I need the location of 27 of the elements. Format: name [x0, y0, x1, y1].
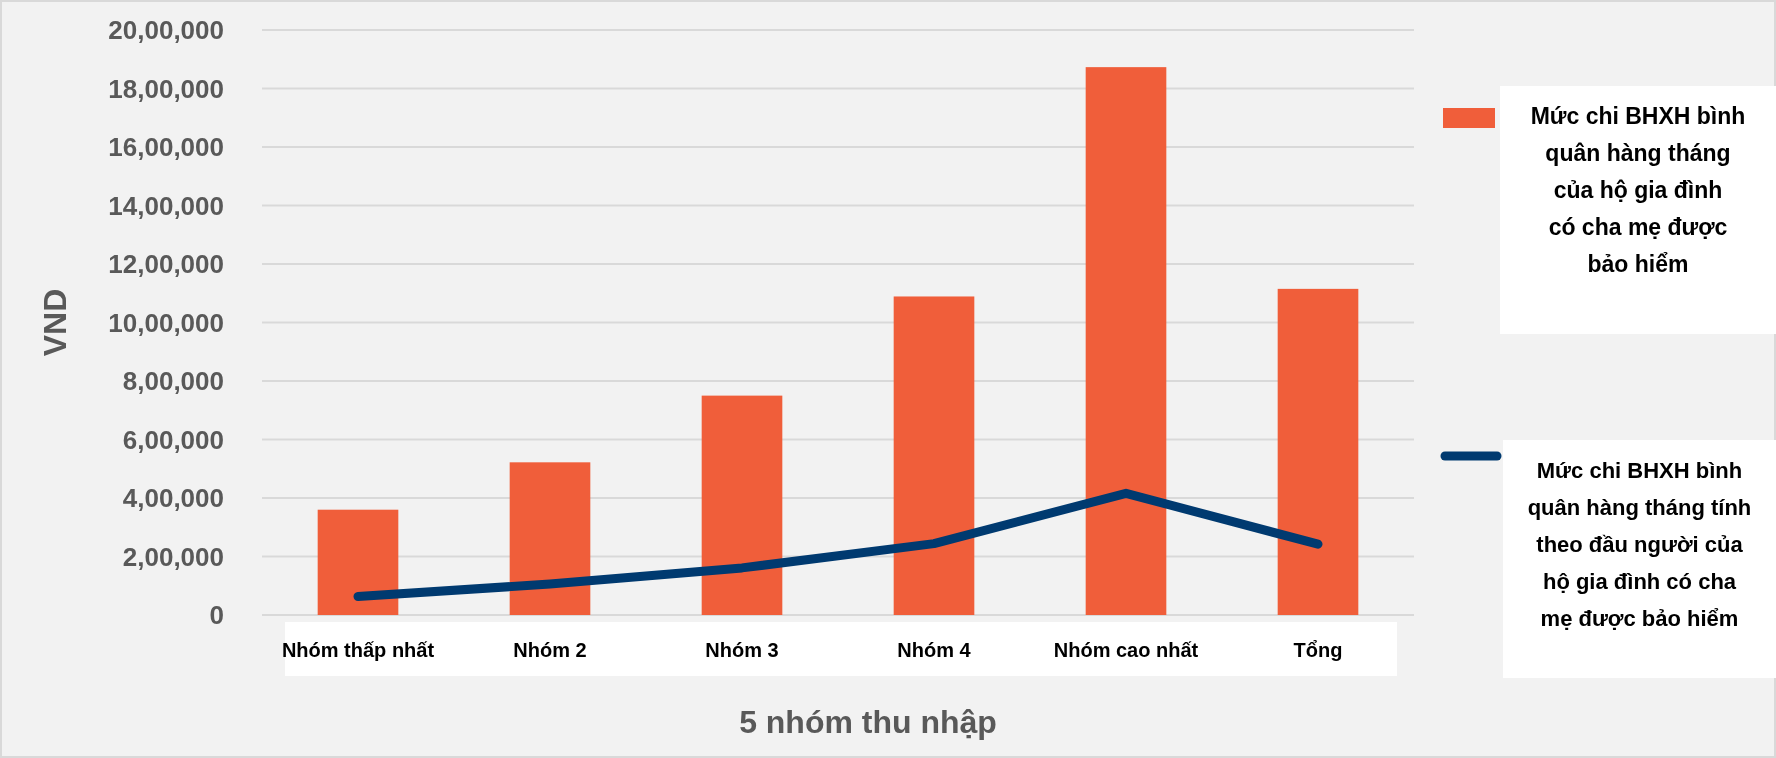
- bar: [893, 296, 975, 615]
- x-axis-title: 5 nhóm thu nhập: [739, 704, 997, 741]
- y-tick-label: 12,00,000: [108, 249, 224, 280]
- x-tick-label: Nhóm thấp nhất: [281, 639, 435, 661]
- bar: [1277, 288, 1359, 615]
- x-tick-label: Nhóm 4: [897, 639, 972, 661]
- bar: [701, 395, 783, 615]
- y-tick-label: 18,00,000: [108, 73, 224, 104]
- y-tick-label: 6,00,000: [122, 424, 224, 455]
- y-tick-label: 14,00,000: [108, 190, 224, 221]
- x-tick-label: Tổng: [1293, 639, 1343, 661]
- bar: [509, 462, 591, 615]
- y-tick-label: 2,00,000: [122, 541, 224, 572]
- y-tick-label: 0: [209, 600, 224, 631]
- y-tick-label: 4,00,000: [122, 483, 224, 514]
- legend-label: Mức chi BHXH bình quân hàng tháng của hộ gia đình có cha mẹ được bảo hiểm: [1530, 103, 1746, 278]
- x-tick-label: Nhóm cao nhất: [1053, 639, 1199, 661]
- y-axis-title: VND: [37, 288, 74, 357]
- y-tick-label: 10,00,000: [108, 307, 224, 338]
- y-tick-label: 20,00,000: [108, 15, 224, 46]
- x-tick-label: Nhóm 3: [705, 639, 779, 661]
- bar: [317, 509, 399, 615]
- text: Mức chi BHXH bình quân hàng tháng tính theo đầu người của hộ gia đình có cha mẹ được bảo hiểm: [1527, 457, 1752, 631]
- x-tick-label: Nhóm 2: [513, 639, 587, 661]
- bar: [1085, 67, 1167, 615]
- y-tick-label: 16,00,000: [108, 132, 224, 163]
- y-tick-label: 8,00,000: [122, 366, 224, 397]
